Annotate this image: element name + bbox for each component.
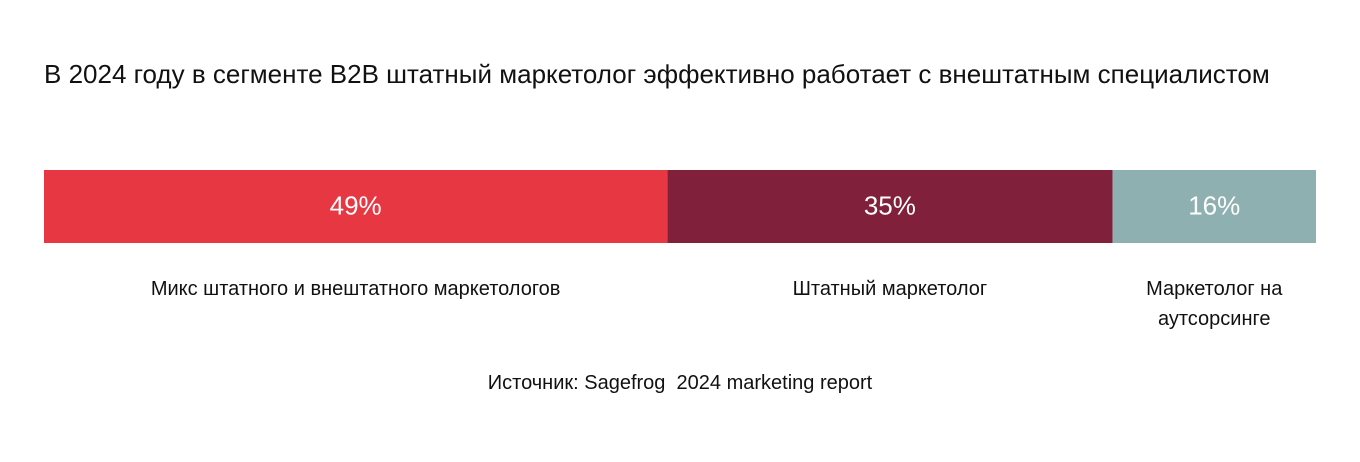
segment-label: Штатный маркетолог [792, 278, 988, 300]
bar-segment [667, 170, 1113, 243]
segment-label: Маркетолог на аутсорсинге [1146, 278, 1283, 330]
chart-title: В 2024 году в сегменте B2B штатный марке… [44, 59, 1270, 89]
segment-label: Микс штатного и внештатного маркетологов [150, 278, 561, 300]
value-label: 35% [864, 190, 916, 220]
bar-segment [44, 170, 668, 243]
source-note: Источник: Sagefrog 2024 marketing report [487, 372, 873, 394]
value-label: 16% [1188, 190, 1240, 220]
bar-segment [1112, 170, 1316, 243]
value-label: 49% [330, 190, 382, 220]
